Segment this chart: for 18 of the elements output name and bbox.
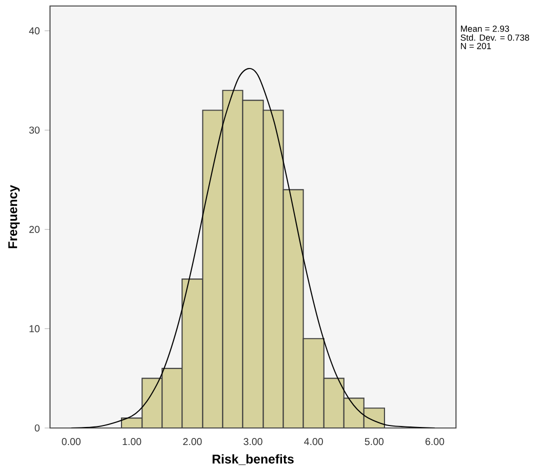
line-series: [70, 68, 436, 428]
x-tick-label: 5.00: [364, 438, 384, 446]
y-axis-title: Frequency: [8, 185, 20, 248]
x-tick-label: 2.00: [183, 438, 202, 446]
y-tick-label: 30: [29, 126, 40, 134]
y-tick-label: 0: [34, 424, 40, 432]
x-tick-label: 4.00: [304, 438, 323, 446]
y-tick-label: 40: [29, 27, 40, 34]
x-tick-label: 6.00: [426, 438, 444, 446]
y-tick-label: 10: [30, 325, 40, 332]
text: Mean = 2.93: [460, 26, 510, 32]
text: N = 201: [460, 42, 491, 50]
x-tick-label: 0.00: [62, 438, 81, 446]
x-tick-label: 3.00: [244, 438, 262, 446]
text: Std. Dev. = 0.738: [460, 34, 530, 41]
x-tick-label: 1.00: [122, 438, 142, 446]
x-axis-title: Risk_benefits: [212, 454, 294, 465]
y-tick-label: 20: [29, 226, 40, 233]
